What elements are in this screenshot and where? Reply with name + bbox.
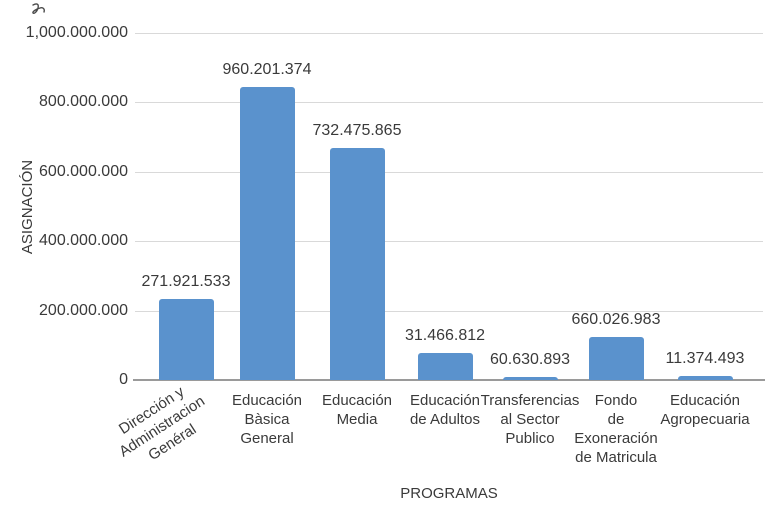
bar-4 [417, 352, 473, 380]
bar-2 [239, 86, 295, 380]
bar-7 [677, 375, 733, 380]
category-label: Educación Media [321, 392, 393, 428]
category-label: Educación Bàsica General [231, 392, 303, 447]
bar-value-label: 11.374.493 [665, 349, 745, 367]
y-tick-label: 600.000.000 [39, 162, 128, 180]
gridline [135, 33, 763, 34]
bar-1 [158, 299, 214, 380]
category-label: Educación de Adultos [409, 392, 481, 428]
bar-value-label: 271.921.533 [141, 273, 231, 291]
bar-value-label: 732.475.865 [312, 122, 402, 140]
category-label: Educación Agropecuaria [660, 392, 750, 428]
gridline [135, 241, 763, 243]
bar-value-label: 60.630.893 [489, 350, 571, 368]
bar-value-label: 660.026.983 [571, 311, 661, 328]
y-tick-label: 0 [119, 371, 128, 388]
y-tick-label: 800.000.000 [39, 93, 128, 111]
y-tick-label: 1,000.000.000 [25, 24, 128, 41]
bar-value-label: 31.466.812 [404, 326, 486, 344]
bar-3 [329, 148, 385, 380]
gridline [135, 171, 763, 173]
bar-6 [588, 337, 644, 380]
stray-pen-mark-icon [32, 3, 45, 14]
gridline [135, 102, 763, 104]
x-axis-line [133, 379, 765, 381]
y-tick-label: 200.000.000 [39, 301, 128, 319]
gridline [135, 310, 763, 312]
bar-value-label: 960.201.374 [222, 60, 312, 78]
x-axis-title: PROGRAMAS [400, 485, 498, 502]
y-tick-label: 400.000.000 [39, 232, 128, 250]
bar-5 [502, 376, 558, 380]
category-label: Fondo de Exoneración de Matricula [574, 392, 658, 466]
category-label: Transferencias al Sector Publico [480, 392, 580, 447]
y-axis-title: ASIGNACIÓN [19, 159, 36, 255]
